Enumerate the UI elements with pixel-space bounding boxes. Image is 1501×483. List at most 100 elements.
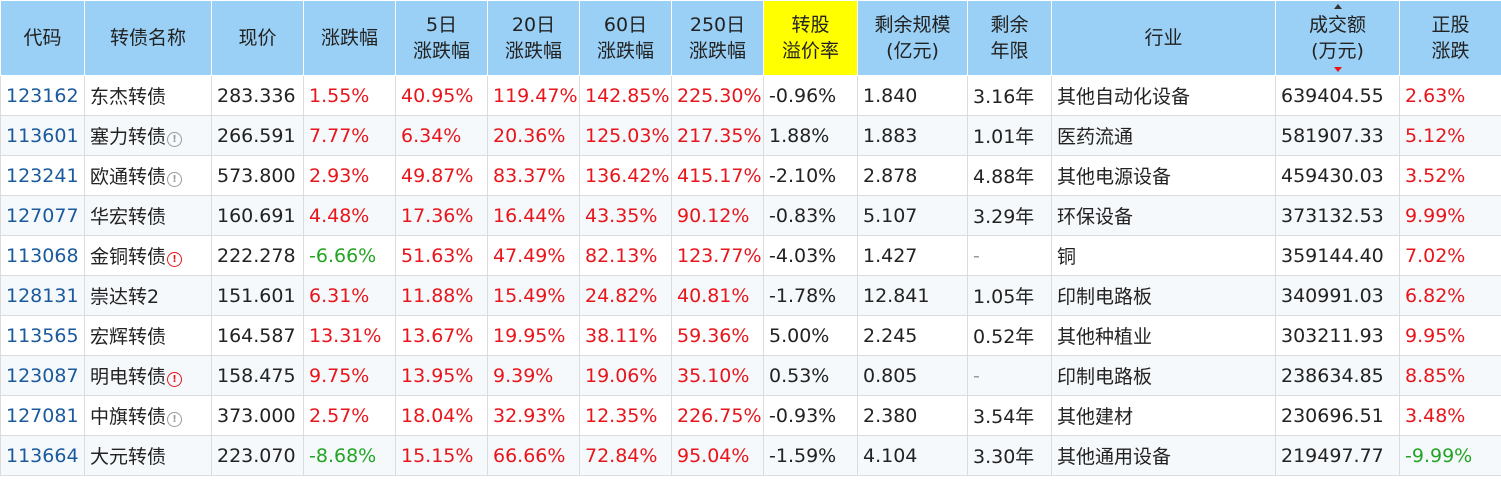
cell-scale-text: 1.427 xyxy=(863,244,918,267)
info-grey-icon[interactable]: ! xyxy=(167,172,183,187)
cell-name-text[interactable]: 大元转债 xyxy=(90,446,167,468)
sort-asc-icon[interactable] xyxy=(1333,4,1342,9)
cell-name-text[interactable]: 塞力转债 xyxy=(90,126,167,148)
cell-60d-change-text: 24.82% xyxy=(585,284,658,307)
cell-name[interactable]: 华宏转债 xyxy=(84,195,212,236)
cell-code[interactable]: 113068 xyxy=(0,235,85,276)
cell-price-text: 151.601 xyxy=(217,284,296,307)
table-row[interactable]: 127077 华宏转债 160.691 4.48% 17.36% 16.44% 43.35%… xyxy=(0,195,1501,236)
table-row[interactable]: 127081 中旗转债! 373.000 2.57% 18.04% 32.93% 12.35… xyxy=(0,395,1501,436)
table-row[interactable]: 123241 欧通转债! 573.800 2.93% 49.87% 83.37% 136.4… xyxy=(0,155,1501,196)
cell-60d-change-text: 125.03% xyxy=(585,124,670,147)
cell-code[interactable]: 123162 xyxy=(0,75,85,116)
info-grey-icon[interactable]: ! xyxy=(167,132,183,147)
cell-code[interactable]: 113565 xyxy=(0,315,85,356)
cell-code[interactable]: 127077 xyxy=(0,195,85,236)
col-header-change[interactable]: 涨跌幅 xyxy=(303,0,396,76)
cell-code-text[interactable]: 128131 xyxy=(6,284,79,307)
cell-price: 151.601 xyxy=(211,275,304,316)
cell-code-text[interactable]: 113601 xyxy=(6,124,79,147)
col-header-scale[interactable]: 剩余规模 (亿元) xyxy=(857,0,968,76)
cell-60d-change: 142.85% xyxy=(579,75,672,116)
cell-20d-change-text: 66.66% xyxy=(493,444,566,467)
cell-change: 2.57% xyxy=(303,395,396,436)
cell-name[interactable]: 欧通转债! xyxy=(84,155,212,196)
cell-volume-text: 639404.55 xyxy=(1281,84,1384,107)
cell-250d-change: 90.12% xyxy=(671,195,764,236)
cell-name-text[interactable]: 宏辉转债 xyxy=(90,326,167,348)
cell-code[interactable]: 123087 xyxy=(0,355,85,396)
cell-stock-change-text: 3.52% xyxy=(1405,164,1466,187)
cell-name-text[interactable]: 华宏转债 xyxy=(90,206,167,228)
cell-name[interactable]: 东杰转债 xyxy=(84,75,212,116)
cell-code[interactable]: 128131 xyxy=(0,275,85,316)
col-header-industry[interactable]: 行业 xyxy=(1051,0,1276,76)
cell-name[interactable]: 塞力转债! xyxy=(84,115,212,156)
table-row[interactable]: 123162 东杰转债 283.336 1.55% 40.95% 119.47% 142.8… xyxy=(0,75,1501,116)
cell-volume: 639404.55 xyxy=(1275,75,1400,116)
cell-code-text[interactable]: 123241 xyxy=(6,164,79,187)
cell-code[interactable]: 113664 xyxy=(0,435,85,476)
cell-code-text[interactable]: 113664 xyxy=(6,444,79,467)
cell-scale-text: 12.841 xyxy=(863,284,930,307)
sort-desc-icon[interactable] xyxy=(1333,67,1342,72)
cell-premium: -0.93% xyxy=(763,395,858,436)
cell-code[interactable]: 123241 xyxy=(0,155,85,196)
table-row[interactable]: 113601 塞力转债! 266.591 7.77% 6.34% 20.36% 125.03… xyxy=(0,115,1501,156)
cell-name-text[interactable]: 崇达转2 xyxy=(90,286,160,308)
cell-premium-text: -2.10% xyxy=(769,164,837,187)
cell-name[interactable]: 崇达转2 xyxy=(84,275,212,316)
cell-premium-text: -4.03% xyxy=(769,244,837,267)
cell-industry: 其他自动化设备 xyxy=(1051,75,1276,116)
cell-industry-text: 铜 xyxy=(1057,246,1077,268)
col-header-premium[interactable]: 转股 溢价率 xyxy=(763,0,858,76)
cell-code[interactable]: 127081 xyxy=(0,395,85,436)
cell-name-text[interactable]: 金铜转债 xyxy=(90,246,167,268)
col-header-60d[interactable]: 60日 涨跌幅 xyxy=(579,0,672,76)
cell-5d-change-text: 15.15% xyxy=(401,444,474,467)
cell-name[interactable]: 明电转债! xyxy=(84,355,212,396)
cell-code-text[interactable]: 113565 xyxy=(6,324,79,347)
col-header-stock[interactable]: 正股 涨跌 xyxy=(1399,0,1501,76)
cell-name[interactable]: 中旗转债! xyxy=(84,395,212,436)
table-row[interactable]: 128131 崇达转2 151.601 6.31% 11.88% 15.49% 24.82%… xyxy=(0,275,1501,316)
cell-name-text[interactable]: 欧通转债 xyxy=(90,166,167,188)
col-header-250d[interactable]: 250日 涨跌幅 xyxy=(671,0,764,76)
table-row[interactable]: 123087 明电转债! 158.475 9.75% 13.95% 9.39% 19.06%… xyxy=(0,355,1501,396)
col-header-price[interactable]: 现价 xyxy=(211,0,304,76)
cell-name[interactable]: 大元转债 xyxy=(84,435,212,476)
cell-name-text[interactable]: 明电转债 xyxy=(90,366,167,388)
cell-code-text[interactable]: 113068 xyxy=(6,244,79,267)
cell-name-text[interactable]: 中旗转债 xyxy=(90,406,167,428)
col-header-name[interactable]: 转债名称 xyxy=(84,0,212,76)
cell-name[interactable]: 宏辉转债 xyxy=(84,315,212,356)
col-header-remain[interactable]: 剩余 年限 xyxy=(967,0,1052,76)
cell-code-text[interactable]: 127081 xyxy=(6,404,79,427)
table-row[interactable]: 113664 大元转债 223.070 -8.68% 15.15% 66.66% 72.84… xyxy=(0,435,1501,476)
col-header-volume[interactable]: 成交额 (万元) xyxy=(1275,0,1400,76)
alert-red-icon[interactable]: ! xyxy=(167,372,183,387)
cell-remain-text: 4.88年 xyxy=(973,166,1035,188)
cell-250d-change: 225.30% xyxy=(671,75,764,116)
cell-code[interactable]: 113601 xyxy=(0,115,85,156)
cell-name-text[interactable]: 东杰转债 xyxy=(90,86,167,108)
alert-red-icon[interactable]: ! xyxy=(167,252,183,267)
table-row[interactable]: 113068 金铜转债! 222.278 -6.66% 51.63% 47.49% 82.1… xyxy=(0,235,1501,276)
col-header-20d[interactable]: 20日 涨跌幅 xyxy=(487,0,580,76)
cell-code-text[interactable]: 127077 xyxy=(6,204,79,227)
cell-name[interactable]: 金铜转债! xyxy=(84,235,212,276)
cell-remain-text: - xyxy=(973,244,980,267)
col-header-code[interactable]: 代码 xyxy=(0,0,85,76)
cell-5d-change: 13.95% xyxy=(395,355,488,396)
cell-20d-change: 66.66% xyxy=(487,435,580,476)
cell-60d-change: 24.82% xyxy=(579,275,672,316)
cell-volume-text: 359144.40 xyxy=(1281,244,1384,267)
info-grey-icon[interactable]: ! xyxy=(167,412,183,427)
cell-code-text[interactable]: 123162 xyxy=(6,84,79,107)
cell-code-text[interactable]: 123087 xyxy=(6,364,79,387)
cell-volume: 303211.93 xyxy=(1275,315,1400,356)
col-header-5d[interactable]: 5日 涨跌幅 xyxy=(395,0,488,76)
cell-250d-change: 95.04% xyxy=(671,435,764,476)
table-row[interactable]: 113565 宏辉转债 164.587 13.31% 13.67% 19.95% 38.11… xyxy=(0,315,1501,356)
cell-scale-text: 0.805 xyxy=(863,364,918,387)
